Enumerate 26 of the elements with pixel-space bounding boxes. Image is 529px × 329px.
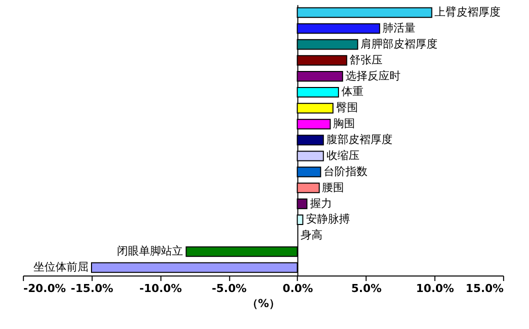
y-tick-label: 坐位体前屈 bbox=[34, 260, 89, 274]
x-tick-label: -15.0% bbox=[70, 282, 114, 295]
y-tick-label: 上臂皮褶厚度 bbox=[434, 6, 501, 19]
y-tick-label: 身高 bbox=[300, 228, 322, 242]
y-tick-label: 肺活量 bbox=[382, 21, 416, 34]
x-tick-label: -10.0% bbox=[139, 282, 182, 295]
x-tick-label: 15.0% bbox=[466, 282, 504, 295]
y-tick-label: 肩胛部皮褶厚度 bbox=[360, 37, 438, 50]
y-tick-label: 体重 bbox=[341, 85, 364, 98]
x-tick-label: 10.0% bbox=[416, 282, 454, 295]
y-tick-label: 胸围 bbox=[333, 117, 356, 130]
y-tick-label: 腹部皮褶厚度 bbox=[326, 133, 392, 146]
x-tick-label: -5.0% bbox=[212, 282, 247, 295]
y-tick-label: 舒张压 bbox=[350, 53, 383, 66]
x-tick-label: 0.0% bbox=[282, 282, 314, 295]
y-tick-label: 收缩压 bbox=[326, 148, 360, 162]
y-tick-label: 握力 bbox=[310, 196, 332, 210]
y-tick-label: 臀围 bbox=[336, 101, 358, 114]
x-tick-label: -20.0% bbox=[23, 282, 66, 295]
x-tick-label: 5.0% bbox=[351, 282, 382, 295]
y-tick-label: 台阶指数 bbox=[324, 164, 368, 178]
y-tick-label: 闭眼单脚站立 bbox=[117, 244, 184, 258]
y-tick-label: 腰围 bbox=[322, 180, 344, 194]
x-axis-title: （%） bbox=[247, 296, 280, 310]
y-tick-label: 安静脉搏 bbox=[306, 212, 350, 226]
y-tick-label: 选择反应时 bbox=[346, 69, 401, 82]
